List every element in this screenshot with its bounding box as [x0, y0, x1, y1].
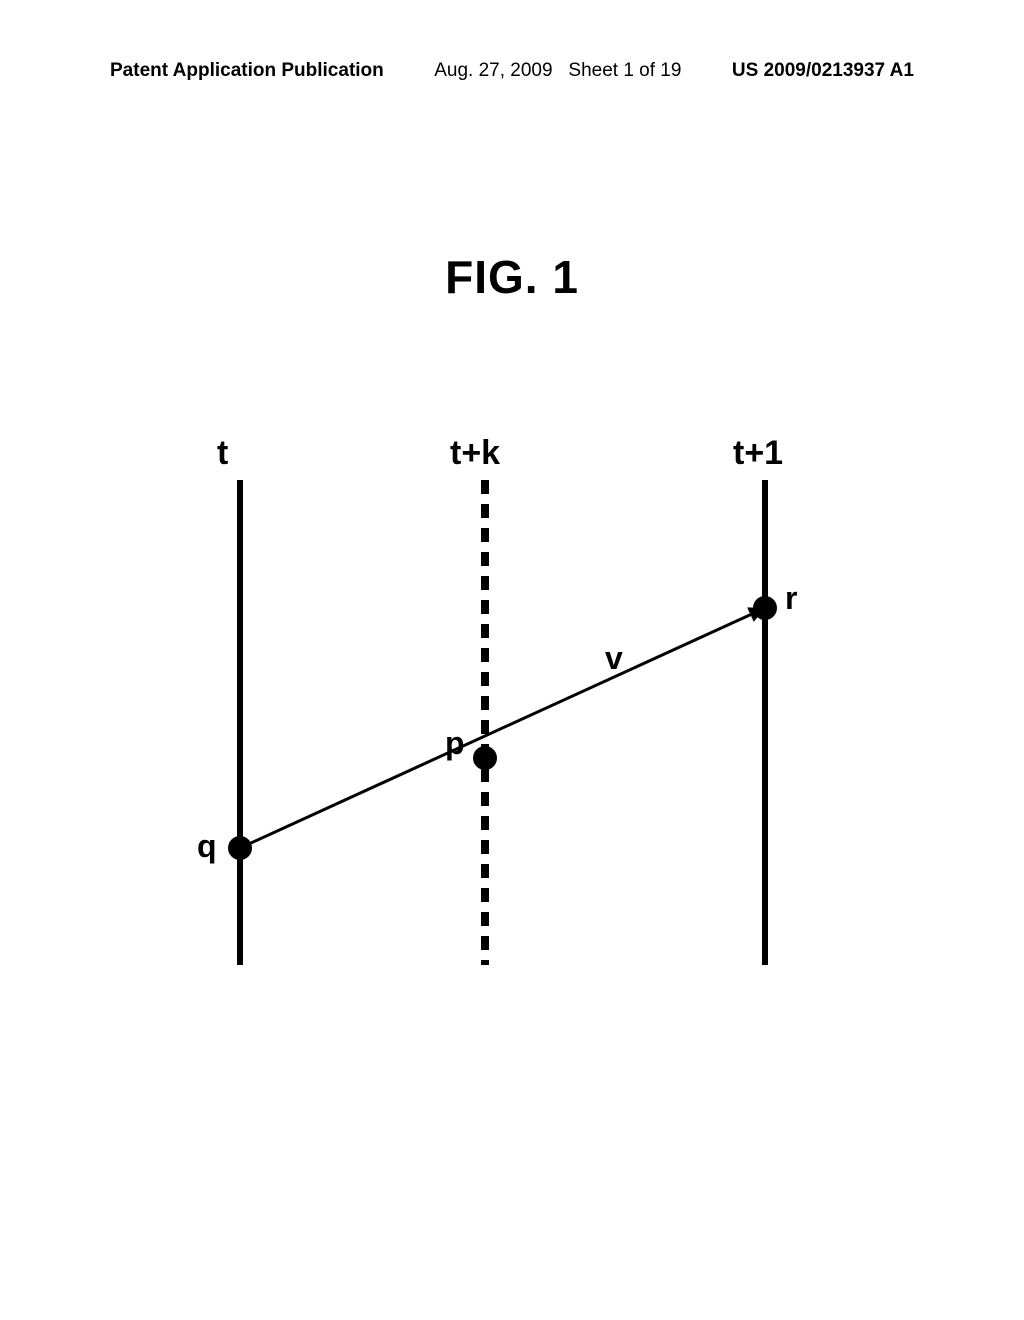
header-date: Aug. 27, 2009 — [434, 60, 552, 81]
diagram-svg — [175, 440, 855, 990]
point-label-v: v — [605, 640, 623, 677]
figure-diagram: t t+k t+1 q p r v — [175, 440, 855, 990]
header-center: Aug. 27, 2009 Sheet 1 of 19 — [434, 60, 681, 82]
header-left: Patent Application Publication — [110, 60, 384, 82]
figure-title: FIG. 1 — [0, 250, 1024, 304]
point-label-r: r — [785, 580, 797, 617]
axis-label-t: t — [217, 434, 228, 473]
axis-label-t1: t+1 — [733, 434, 783, 473]
point-label-q: q — [197, 828, 217, 865]
header-pubno: US 2009/0213937 A1 — [732, 60, 914, 82]
header-sheet: Sheet 1 of 19 — [568, 60, 681, 81]
point-label-p: p — [445, 725, 465, 762]
page-header: Patent Application Publication Aug. 27, … — [0, 60, 1024, 82]
axis-label-tk: t+k — [450, 434, 500, 473]
